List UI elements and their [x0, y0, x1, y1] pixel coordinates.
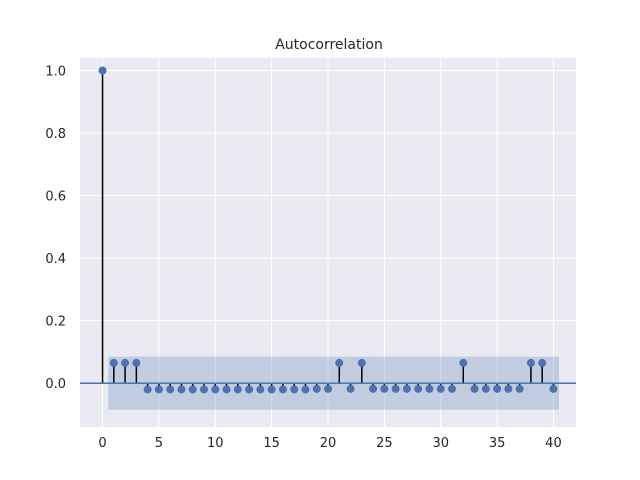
x-tick-label: 30: [432, 436, 449, 451]
y-tick-label: 0.8: [45, 127, 66, 142]
data-point: [425, 384, 434, 393]
data-point: [448, 384, 456, 393]
x-tick-label: 0: [98, 436, 106, 451]
data-point: [324, 384, 332, 393]
data-point: [109, 358, 118, 367]
x-tick-label: 10: [207, 436, 224, 451]
data-point: [312, 384, 321, 393]
data-point: [211, 385, 220, 394]
y-tick-label: 0.2: [45, 315, 66, 330]
data-point: [380, 384, 389, 393]
data-point: [121, 358, 130, 367]
data-point: [301, 385, 310, 394]
data-point: [166, 385, 175, 394]
data-point: [256, 385, 265, 394]
data-point: [346, 384, 355, 393]
data-point: [132, 358, 141, 367]
x-tick-label: 40: [545, 436, 562, 451]
data-point: [335, 358, 344, 367]
y-tick-label: 1.0: [45, 65, 66, 80]
data-point: [538, 358, 547, 367]
data-point: [222, 385, 231, 394]
data-point: [515, 384, 524, 393]
x-tick-label: 20: [320, 436, 337, 451]
data-point: [402, 384, 411, 393]
data-point: [436, 384, 445, 393]
data-point: [549, 384, 558, 393]
data-point: [391, 384, 400, 393]
x-tick-label: 5: [155, 436, 163, 451]
x-tick-label: 35: [489, 436, 506, 451]
chart-title: Autocorrelation: [275, 37, 383, 53]
data-point: [504, 384, 513, 393]
data-point: [470, 384, 479, 393]
x-tick-label: 15: [263, 436, 280, 451]
data-point: [414, 384, 423, 393]
y-tick-label: 0.4: [45, 252, 66, 267]
data-point: [267, 385, 276, 394]
data-point: [233, 385, 242, 394]
data-point: [143, 385, 152, 394]
data-point: [290, 385, 299, 394]
y-tick-label: 0.6: [45, 190, 66, 205]
data-point: [188, 385, 197, 394]
data-point: [369, 384, 378, 393]
data-point: [154, 385, 163, 394]
data-point: [177, 385, 186, 394]
x-tick-label: 25: [376, 436, 393, 451]
data-point: [245, 385, 254, 394]
data-point: [459, 358, 468, 367]
data-point: [200, 385, 208, 394]
data-point: [526, 358, 535, 367]
data-point: [98, 66, 107, 75]
data-point: [278, 385, 287, 394]
data-point: [357, 358, 366, 367]
data-point: [481, 384, 490, 393]
data-point: [493, 384, 502, 393]
y-tick-label: 0.0: [45, 377, 66, 392]
